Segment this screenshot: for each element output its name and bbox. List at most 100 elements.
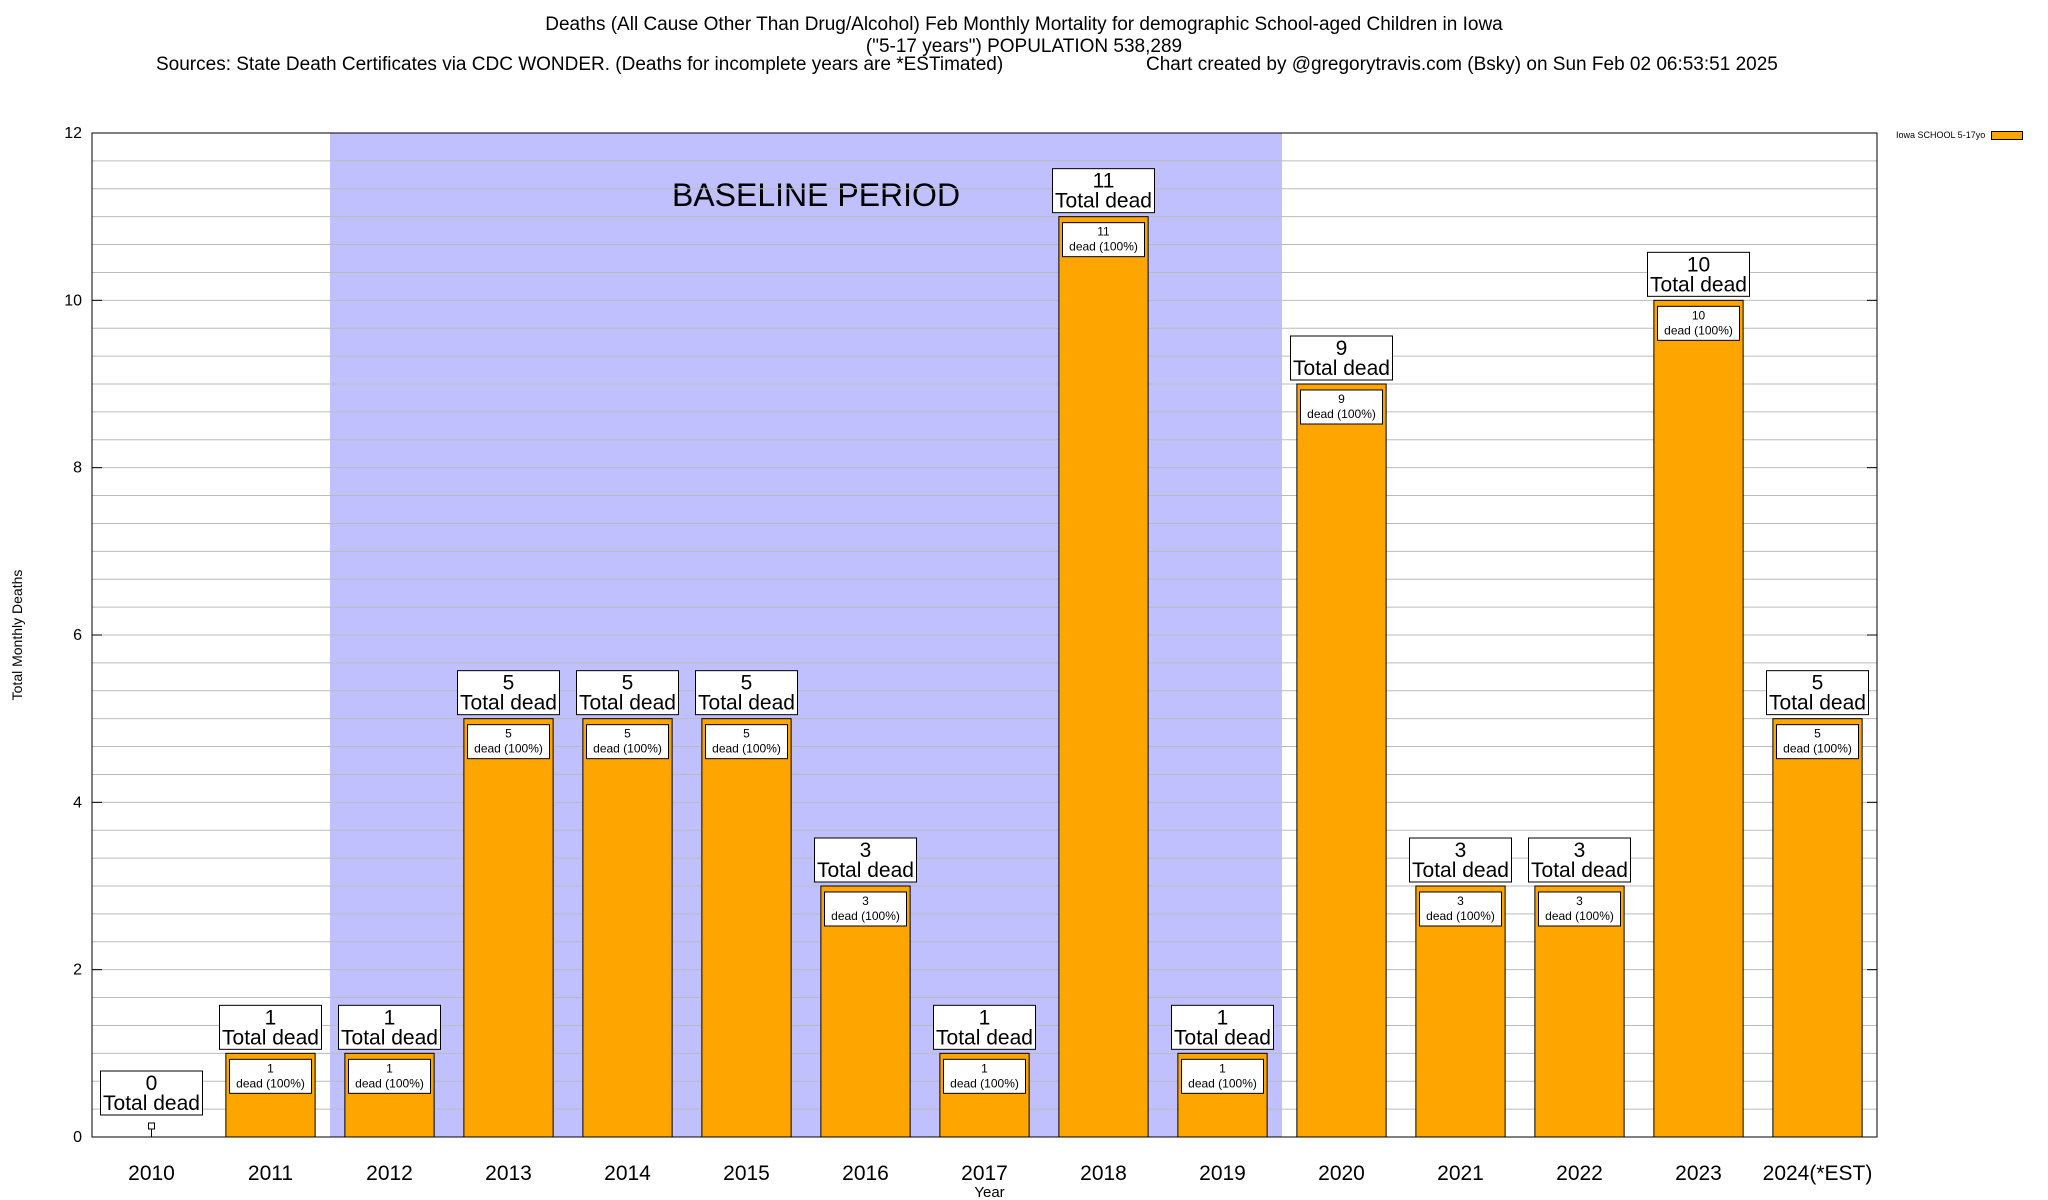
bar-inner-label-box <box>586 724 669 760</box>
bar-inner-value: 5 <box>624 727 631 741</box>
bar-inner-suffix: dead (100%) <box>1545 909 1614 923</box>
chart-title: Deaths (All Cause Other Than Drug/Alcoho… <box>545 14 1503 35</box>
bar-inner-value: 5 <box>743 727 750 741</box>
chart-sources: Sources: State Death Certificates via CD… <box>156 54 1004 75</box>
bar-inner-suffix: dead (100%) <box>1783 742 1852 756</box>
legend-label: Iowa SCHOOL 5-17yo <box>1896 130 1986 140</box>
total-label-value: 0 <box>146 1072 158 1095</box>
y-tick-label: 6 <box>73 627 82 644</box>
total-label-box <box>338 1004 441 1050</box>
bar-inner-label-box <box>824 891 907 927</box>
y-tick-label: 8 <box>73 460 82 477</box>
bar <box>582 718 673 1138</box>
legend: Iowa SCHOOL 5-17yo <box>1896 130 2024 140</box>
chart-credit: Chart created by @gregorytravis.com (Bsk… <box>1146 54 1778 75</box>
bar-inner-suffix: dead (100%) <box>950 1076 1019 1090</box>
x-tick-label: 2016 <box>842 1162 889 1185</box>
total-label-text: Total dead <box>1174 1026 1271 1049</box>
total-label-text: Total dead <box>817 859 914 882</box>
bar-inner-value: 1 <box>981 1061 988 1075</box>
total-label-box <box>1052 168 1155 214</box>
bar-inner-label-box <box>1419 891 1502 927</box>
bar <box>701 718 792 1138</box>
bar-inner-suffix: dead (100%) <box>1069 240 1138 254</box>
total-label-box <box>695 670 798 716</box>
total-label-value: 9 <box>1336 337 1348 360</box>
bar-inner-label-box <box>1776 724 1859 760</box>
bar-inner-label-box <box>1181 1058 1264 1094</box>
x-tick-label: 2022 <box>1556 1162 1603 1185</box>
bar <box>463 718 554 1138</box>
total-label-box <box>1290 335 1393 381</box>
bar-inner-value: 1 <box>386 1061 393 1075</box>
x-tick-label: 2017 <box>961 1162 1008 1185</box>
bar <box>1296 383 1387 1138</box>
bar <box>1534 885 1625 1138</box>
bar-inner-label-box <box>1538 891 1621 927</box>
total-label-box <box>1528 837 1631 883</box>
total-label-box <box>1766 670 1869 716</box>
x-tick-label: 2013 <box>485 1162 532 1185</box>
bar-inner-label-box <box>467 724 550 760</box>
bar-inner-label-box <box>1657 305 1740 341</box>
total-label-box <box>100 1070 203 1116</box>
total-label-text: Total dead <box>579 692 676 715</box>
x-tick-label: 2018 <box>1080 1162 1127 1185</box>
y-tick-label: 2 <box>73 962 82 979</box>
x-tick-label: 2012 <box>366 1162 413 1185</box>
bar-inner-value: 1 <box>1219 1061 1226 1075</box>
baseline-label: BASELINE PERIOD <box>672 177 960 213</box>
bar-inner-suffix: dead (100%) <box>1188 1076 1257 1090</box>
bar-inner-suffix: dead (100%) <box>712 742 781 756</box>
total-label-box <box>933 1004 1036 1050</box>
total-label-text: Total dead <box>698 692 795 715</box>
bar-inner-label-box <box>1062 222 1145 258</box>
x-tick-label: 2021 <box>1437 1162 1484 1185</box>
bar-inner-value: 3 <box>862 894 869 908</box>
x-tick-label: 2014 <box>604 1162 651 1185</box>
total-label-value: 3 <box>1574 839 1586 862</box>
y-axis-title: Total Monthly Deaths <box>9 570 25 701</box>
total-label-value: 5 <box>1812 672 1824 695</box>
bar-inner-suffix: dead (100%) <box>593 742 662 756</box>
total-label-value: 1 <box>384 1006 396 1029</box>
total-label-text: Total dead <box>222 1026 319 1049</box>
total-label-text: Total dead <box>1531 859 1628 882</box>
bar-inner-suffix: dead (100%) <box>1307 407 1376 421</box>
total-label-box <box>576 670 679 716</box>
total-label-text: Total dead <box>460 692 557 715</box>
bar <box>1772 718 1863 1138</box>
total-label-box <box>1409 837 1512 883</box>
bar-inner-suffix: dead (100%) <box>236 1076 305 1090</box>
total-label-box <box>1171 1004 1274 1050</box>
total-label-value: 3 <box>860 839 872 862</box>
total-label-text: Total dead <box>1055 190 1152 213</box>
bar-inner-value: 3 <box>1457 894 1464 908</box>
x-tick-label: 2010 <box>128 1162 175 1185</box>
total-label-value: 5 <box>503 672 515 695</box>
x-tick-label: 2015 <box>723 1162 770 1185</box>
bar-inner-label-box <box>705 724 788 760</box>
bar-inner-suffix: dead (100%) <box>1426 909 1495 923</box>
bar-inner-suffix: dead (100%) <box>474 742 543 756</box>
x-tick-label: 2023 <box>1675 1162 1722 1185</box>
y-tick-label: 4 <box>73 794 82 811</box>
bar-inner-value: 3 <box>1576 894 1583 908</box>
total-label-text: Total dead <box>103 1092 200 1115</box>
bar <box>1415 885 1506 1138</box>
total-label-box <box>814 837 917 883</box>
bar-inner-suffix: dead (100%) <box>1664 323 1733 337</box>
total-label-value: 10 <box>1687 253 1710 276</box>
x-tick-label: 2024(*EST) <box>1763 1162 1873 1185</box>
x-axis-title: Year <box>974 1184 1004 1200</box>
total-label-text: Total dead <box>1412 859 1509 882</box>
bar-inner-suffix: dead (100%) <box>831 909 900 923</box>
bar-inner-suffix: dead (100%) <box>355 1076 424 1090</box>
bar-inner-label-box <box>943 1058 1026 1094</box>
y-tick-label: 10 <box>64 292 82 309</box>
bar-inner-label-box <box>1300 389 1383 425</box>
total-label-value: 5 <box>741 672 753 695</box>
total-label-text: Total dead <box>1769 692 1866 715</box>
total-label-value: 1 <box>1217 1006 1229 1029</box>
